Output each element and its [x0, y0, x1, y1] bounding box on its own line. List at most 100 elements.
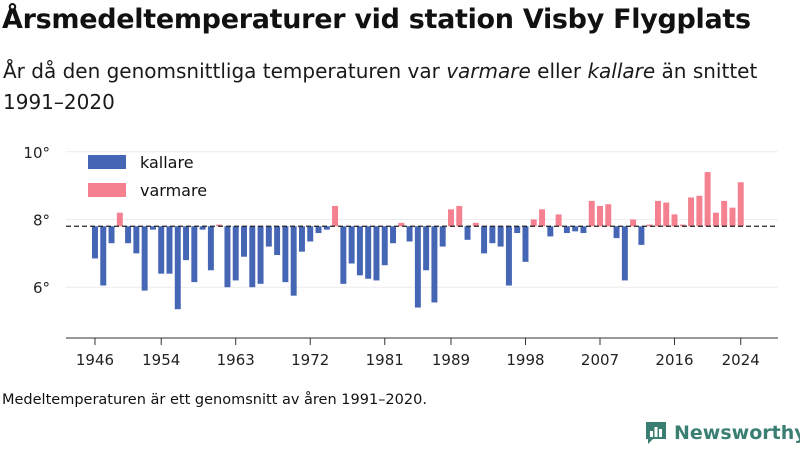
- y-tick-label: 8°: [33, 211, 50, 229]
- bar-warmer: [646, 224, 653, 227]
- bar-colder: [315, 226, 322, 234]
- bar-warmer: [671, 214, 678, 227]
- bar-chart-logo-icon: [646, 422, 666, 444]
- bar-colder: [183, 226, 190, 261]
- bar-colder: [125, 226, 132, 244]
- bar-colder: [191, 226, 198, 283]
- bar-colder: [439, 226, 446, 247]
- bar-warmer: [712, 212, 719, 227]
- bar-colder: [406, 226, 413, 242]
- bar-warmer: [472, 222, 479, 227]
- legend-swatch: [88, 155, 126, 169]
- chart-subtitle: År då den genomsnittliga temperaturen va…: [3, 56, 783, 118]
- bar-warmer: [663, 202, 670, 227]
- legend-label: kallare: [140, 153, 194, 172]
- x-tick-label: 2024: [722, 351, 760, 369]
- bar-colder: [340, 226, 347, 284]
- bar-colder: [514, 226, 521, 234]
- bar-colder: [274, 226, 281, 256]
- bar-warmer: [398, 222, 405, 227]
- brand-name: Newsworthy: [674, 422, 800, 444]
- subtitle-emphasis-warmer: varmare: [446, 59, 531, 83]
- bar-colder: [365, 226, 372, 279]
- bar-warmer: [654, 200, 661, 227]
- bar-colder: [290, 226, 297, 296]
- x-tick-label: 1946: [76, 351, 114, 369]
- bar-colder: [282, 226, 289, 283]
- temperature-bar-chart: 6° 8° 10° 1946 1954 1963 1972 1981 1989 1998 2007 2…: [23, 144, 778, 369]
- bar-colder: [108, 226, 115, 244]
- bar-colder: [207, 226, 214, 271]
- bar-warmer: [679, 224, 686, 227]
- bar-colder: [381, 226, 388, 266]
- bar-warmer: [737, 182, 744, 227]
- bar-colder: [265, 226, 272, 247]
- bar-colder: [547, 226, 554, 237]
- bar-colder: [414, 226, 421, 308]
- brand-logo: Newsworthy: [644, 420, 800, 446]
- bar-warmer: [116, 212, 123, 227]
- bar-colder: [613, 226, 620, 239]
- bar-colder: [505, 226, 512, 286]
- bar-colder: [174, 226, 181, 310]
- subtitle-emphasis-colder: kallare: [587, 59, 656, 83]
- bar-colder: [307, 226, 314, 242]
- x-tick-label: 1954: [142, 351, 180, 369]
- bar-colder: [638, 226, 645, 245]
- bar-colder: [390, 226, 397, 244]
- bar-colder: [199, 226, 206, 230]
- bar-colder: [298, 226, 305, 252]
- bar-warmer: [539, 209, 546, 227]
- bar-warmer: [597, 205, 603, 227]
- bar-warmer: [332, 205, 339, 227]
- bar-warmer: [688, 197, 695, 227]
- bar-colder: [621, 226, 628, 281]
- bar-colder: [572, 226, 579, 232]
- bar-warmer: [456, 205, 463, 227]
- x-tick-label: 1981: [366, 351, 404, 369]
- bar-colder: [133, 226, 140, 254]
- bar-warmer: [530, 219, 537, 227]
- bar-warmer: [216, 224, 223, 227]
- footnote: Medeltemperaturen är ett genomsnitt av å…: [2, 392, 427, 408]
- bar-colder: [100, 226, 107, 286]
- bar-colder: [522, 226, 529, 262]
- bar-colder: [149, 226, 156, 230]
- y-tick-label: 6°: [33, 279, 50, 297]
- bar-warmer: [729, 207, 736, 227]
- bar-warmer: [704, 172, 711, 227]
- bar-warmer: [605, 204, 612, 227]
- bar-warmer: [555, 214, 562, 227]
- bar-colder: [563, 226, 570, 234]
- bar-colder: [241, 226, 247, 257]
- bar-colder: [249, 226, 256, 288]
- bar-colder: [158, 226, 165, 274]
- subtitle-text-3: än snittet 1991–2020: [3, 59, 758, 114]
- bar-colder: [423, 226, 430, 271]
- bar-colder: [464, 226, 471, 240]
- x-tick-label: 1963: [217, 351, 255, 369]
- bar-colder: [431, 226, 438, 303]
- subtitle-text-1: År då den genomsnittliga temperaturen va…: [3, 59, 447, 83]
- bar-warmer: [588, 200, 595, 227]
- legend-label: varmare: [140, 181, 207, 200]
- bar-colder: [323, 226, 330, 230]
- chart-title: Årsmedeltemperaturer vid station Visby F…: [2, 4, 751, 35]
- bar-colder: [232, 226, 239, 281]
- bar-colder: [373, 226, 380, 281]
- bar-colder: [356, 226, 363, 276]
- x-tick-label: 2007: [581, 351, 619, 369]
- x-tick-label: 1972: [291, 351, 329, 369]
- x-tick-label: 1998: [506, 351, 544, 369]
- x-tick-label: 1989: [432, 351, 470, 369]
- bar-warmer: [721, 200, 728, 227]
- legend-swatch: [88, 183, 126, 197]
- bar-colder: [257, 226, 264, 284]
- bar-colder: [141, 226, 148, 291]
- subtitle-text-2: eller: [530, 59, 588, 83]
- bar-colder: [348, 226, 355, 264]
- bar-colder: [580, 226, 587, 234]
- y-tick-label: 10°: [23, 144, 50, 162]
- bar-colder: [489, 226, 496, 244]
- bar-warmer: [696, 195, 703, 227]
